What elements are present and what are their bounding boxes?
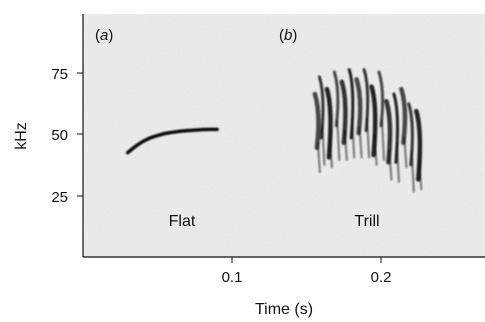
- trill-syllable: [369, 84, 378, 158]
- trill-syllable-harmonic: [388, 149, 393, 181]
- x-tick-label-0.2: 0.2: [371, 269, 392, 286]
- y-axis-title: kHz: [13, 122, 30, 150]
- x-tick-label-0.1: 0.1: [222, 269, 243, 286]
- panel-b-open-paren: (: [279, 27, 284, 44]
- trill-syllable-harmonic: [343, 129, 348, 161]
- x-ticks: 0.1 0.2: [222, 257, 392, 286]
- y-tick-label-25: 25: [51, 189, 68, 206]
- trill-syllable-harmonic: [336, 119, 341, 161]
- trill-syllable-harmonic: [351, 117, 356, 159]
- panel-label-b: (b): [279, 27, 297, 44]
- trill-syllable-harmonic: [321, 124, 326, 166]
- trill-syllable: [414, 108, 423, 182]
- y-tick-label-50: 50: [51, 127, 68, 144]
- trill-syllable-harmonic: [328, 136, 333, 169]
- trill-syllable-harmonic: [358, 127, 363, 159]
- call-label-flat: Flat: [169, 213, 196, 230]
- panel-b-close-paren: ): [292, 27, 297, 44]
- x-axis-title: Time (s): [255, 301, 313, 318]
- spectrogram-traces: [125, 68, 423, 193]
- trill-syllable-harmonic: [403, 136, 408, 169]
- panel-a-close-paren: ): [108, 27, 113, 44]
- trill-syllable: [324, 86, 333, 160]
- flat-call-trace: [125, 127, 219, 155]
- trill-syllable-harmonic: [410, 151, 415, 193]
- trill-syllable-harmonic: [418, 158, 423, 191]
- panel-b-letter: b: [284, 27, 292, 44]
- plot-noise: [83, 14, 485, 257]
- panel-a-letter: a: [100, 27, 108, 44]
- trill-syllable-harmonic: [366, 117, 371, 159]
- panel-a-open-paren: (: [95, 27, 100, 44]
- y-tick-label-75: 75: [51, 66, 68, 83]
- y-ticks: 75 50 25: [51, 66, 83, 206]
- panel-label-a: (a): [95, 27, 113, 44]
- trill-syllable-harmonic: [381, 119, 385, 161]
- trill-syllable-harmonic: [373, 134, 378, 166]
- trill-syllable-harmonic: [395, 141, 400, 183]
- trill-syllable-harmonic: [316, 141, 321, 174]
- call-label-trill: Trill: [354, 213, 379, 230]
